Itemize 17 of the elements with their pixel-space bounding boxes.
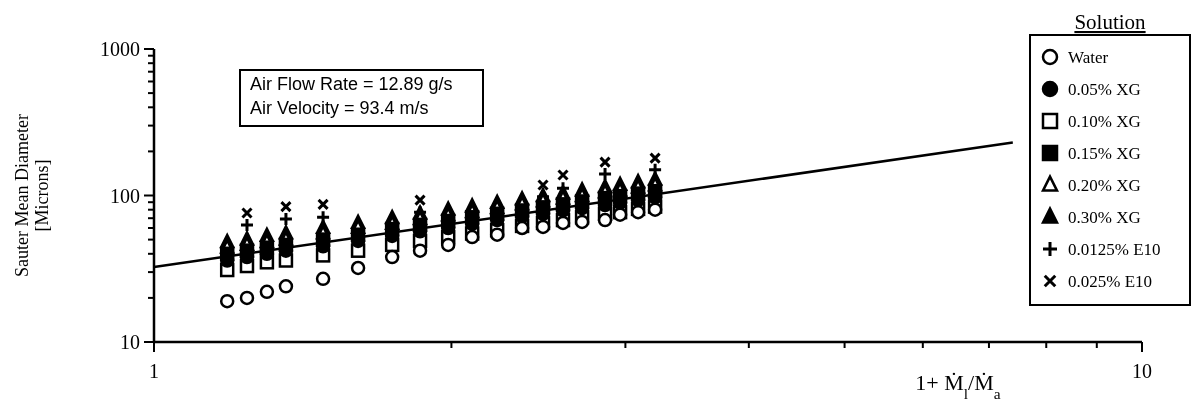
y-tick-label: 10 (120, 331, 140, 353)
annotation: Air Flow Rate = 12.89 g/s (250, 74, 453, 94)
x-axis-title: 1+ Ṁ$_{l}$/Ṁ$_{a}$ (915, 370, 1001, 402)
legend-label: 0.025% E10 (1068, 271, 1153, 291)
x-tick-label: 1 (149, 360, 159, 382)
legend-label: 0.15% XG (1068, 143, 1141, 163)
legend-label: 0.20% XG (1068, 175, 1141, 195)
legend-label: Water (1068, 47, 1109, 67)
legend-label: 0.0125% E10 (1068, 239, 1161, 259)
legend-title: Solution (1074, 10, 1147, 34)
y-tick-label: 100 (110, 184, 140, 207)
annotation: Air Velocity = 93.4 m/s (250, 98, 429, 118)
legend-label: 0.05% XG (1068, 79, 1141, 99)
legend-label: 0.10% XG (1068, 111, 1141, 131)
y-tick-label: 1000 (100, 38, 140, 60)
legend-label: 0.30% XG (1068, 207, 1141, 227)
y-axis-title: Sauter Mean Diameter [Microns] (12, 114, 52, 277)
